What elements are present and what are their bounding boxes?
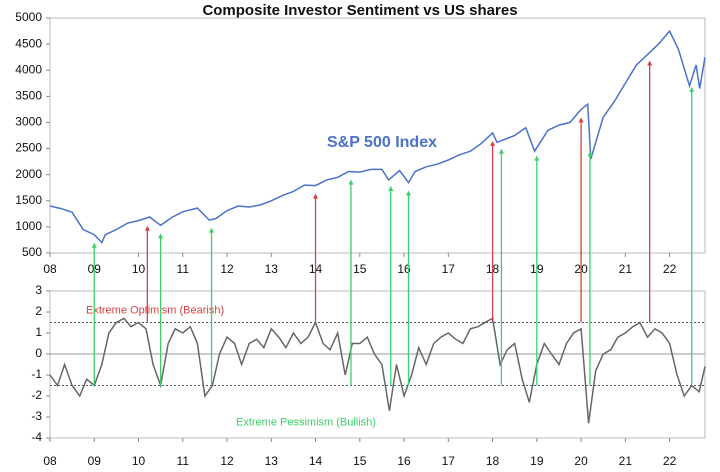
x-tick-label: 15	[353, 262, 367, 276]
y-tick-label: -3	[31, 409, 42, 423]
x-tick-label: 16	[397, 454, 411, 468]
x-tick-label: 13	[265, 262, 279, 276]
signal-arrowhead	[587, 151, 593, 157]
x-tick-label: 10	[132, 454, 146, 468]
x-tick-label: 08	[43, 454, 57, 468]
x-tick-label: 17	[442, 454, 456, 468]
data-line	[49, 29, 706, 244]
y-tick-label: 1500	[15, 193, 42, 207]
x-tick-label: 10	[132, 262, 146, 276]
data-line	[49, 317, 706, 424]
x-tick-label: 13	[265, 454, 279, 468]
x-tick-label: 21	[619, 454, 633, 468]
y-tick-label: 3000	[15, 115, 42, 129]
y-tick-label: 2500	[15, 141, 42, 155]
signal-arrowhead	[144, 225, 150, 231]
y-tick-label: 5000	[15, 10, 42, 24]
signal-arrowhead	[490, 140, 496, 146]
y-tick-label: 500	[22, 245, 42, 259]
y-tick-label: 2000	[15, 167, 42, 181]
x-tick-label: 18	[486, 454, 500, 468]
y-tick-label: 3	[35, 283, 42, 297]
y-tick-label: 1000	[15, 219, 42, 233]
y-tick-label: -2	[31, 388, 42, 402]
x-tick-label: 14	[309, 454, 323, 468]
y-tick-label: 2	[35, 304, 42, 318]
x-tick-label: 12	[220, 262, 234, 276]
series-annotation: S&P 500 Index	[327, 134, 437, 151]
signal-arrowhead	[689, 86, 695, 92]
y-tick-label: 4500	[15, 36, 42, 50]
chart-title: Composite Investor Sentiment vs US share…	[202, 2, 517, 19]
y-tick-label: 3500	[15, 89, 42, 103]
signal-arrowhead	[313, 193, 319, 199]
x-tick-label: 22	[663, 454, 677, 468]
y-tick-label: 1	[35, 325, 42, 339]
x-tick-label: 09	[88, 454, 102, 468]
signal-arrowhead	[498, 148, 504, 154]
signal-arrowhead	[388, 186, 394, 192]
y-tick-label: 0	[35, 346, 42, 360]
x-tick-label: 20	[574, 454, 588, 468]
signal-arrowhead	[534, 155, 540, 161]
x-tick-label: 19	[530, 454, 544, 468]
signal-arrowhead	[578, 117, 584, 123]
x-tick-label: 17	[442, 262, 456, 276]
signal-arrowhead	[209, 227, 215, 233]
signal-arrowhead	[91, 242, 97, 248]
signal-arrowhead	[348, 179, 354, 185]
x-tick-label: 15	[353, 454, 367, 468]
x-tick-label: 11	[177, 454, 190, 468]
x-tick-label: 08	[43, 262, 57, 276]
signal-arrowhead	[158, 233, 164, 239]
threshold-label: Extreme Pessimism (Bullish)	[236, 416, 376, 428]
x-tick-label: 22	[663, 262, 677, 276]
x-tick-label: 21	[619, 262, 633, 276]
plot-frame	[49, 290, 706, 439]
threshold-label: Extreme Optimism (Bearish)	[86, 304, 224, 316]
x-tick-label: 11	[177, 262, 190, 276]
y-tick-label: 4000	[15, 62, 42, 76]
x-tick-label: 16	[397, 262, 411, 276]
signal-arrowhead	[647, 60, 653, 66]
y-tick-label: -1	[31, 367, 42, 381]
plot-frame	[49, 17, 706, 254]
signal-arrowhead	[405, 190, 411, 196]
y-tick-label: -4	[31, 430, 42, 444]
x-tick-label: 12	[220, 454, 234, 468]
